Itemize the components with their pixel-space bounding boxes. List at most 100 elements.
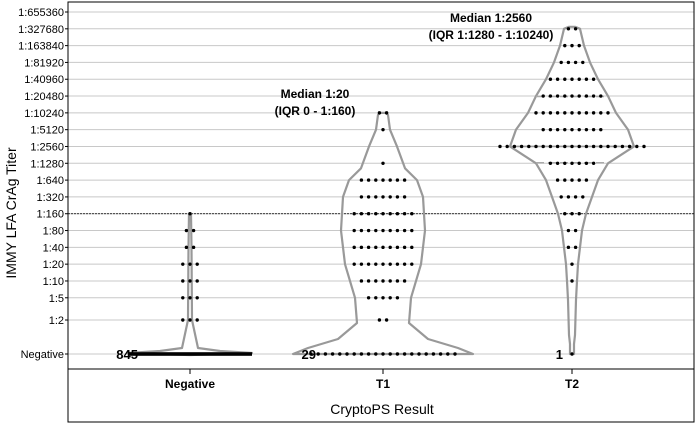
data-point <box>402 195 407 199</box>
y-tick-label: 1:320 <box>36 192 64 204</box>
data-point <box>309 352 313 356</box>
data-point <box>374 212 378 216</box>
data-point <box>195 318 199 322</box>
data-point <box>566 60 571 65</box>
data-point <box>388 228 392 233</box>
data-point <box>188 279 192 283</box>
data-point <box>591 144 596 149</box>
y-tick-label: 1:10 <box>43 276 64 288</box>
data-point <box>570 127 574 132</box>
y-tick-label: 1:10240 <box>24 108 64 120</box>
data-point <box>188 296 192 300</box>
data-point <box>402 352 407 356</box>
data-point <box>431 352 436 356</box>
data-point <box>591 161 596 165</box>
data-point <box>559 195 563 199</box>
data-point <box>563 43 567 48</box>
data-point <box>195 279 199 283</box>
data-point <box>374 178 378 182</box>
data-point <box>345 352 349 356</box>
data-point <box>359 262 364 266</box>
data-point <box>566 245 571 250</box>
data-point <box>584 161 589 165</box>
data-point <box>541 127 545 132</box>
data-point <box>374 279 378 283</box>
data-point <box>570 77 574 81</box>
data-point <box>381 195 385 199</box>
y-tick-labels: Negative 1:2 1:5 1:10 1:20 1:40 1:80 1:160 1:320… <box>18 7 64 361</box>
data-point <box>359 352 364 356</box>
data-point <box>402 212 407 216</box>
data-point <box>498 144 502 149</box>
data-point <box>599 127 603 132</box>
data-point <box>581 195 585 199</box>
data-point <box>188 262 192 266</box>
data-point <box>606 144 610 149</box>
data-point <box>366 212 371 216</box>
y-tick-label: 1:327680 <box>18 24 64 36</box>
data-point <box>381 296 385 300</box>
data-point <box>548 94 553 98</box>
data-point <box>577 127 581 132</box>
data-point <box>381 178 385 182</box>
median-annotation: (IQR 1:1280 - 1:10240) <box>429 28 554 42</box>
data-point <box>366 296 371 300</box>
data-point <box>584 111 589 115</box>
data-point <box>563 144 567 149</box>
data-point <box>402 178 407 182</box>
data-point <box>573 245 578 250</box>
data-point <box>573 60 578 65</box>
data-point <box>366 245 371 250</box>
data-point <box>417 352 421 356</box>
data-point <box>566 228 571 233</box>
data-point <box>563 161 567 165</box>
data-point <box>359 195 364 199</box>
data-point <box>591 127 596 132</box>
data-point <box>366 178 371 182</box>
data-point <box>374 296 378 300</box>
data-point <box>555 178 560 182</box>
data-point <box>577 212 581 216</box>
x-tick-label: T2 <box>565 377 579 391</box>
data-point <box>570 212 574 216</box>
data-point <box>352 212 356 216</box>
x-tick-label: Negative <box>165 377 215 391</box>
data-point <box>613 144 617 149</box>
data-point <box>352 352 356 356</box>
data-point <box>527 144 531 149</box>
data-point <box>446 352 450 356</box>
data-point <box>388 245 392 250</box>
data-point <box>381 161 385 165</box>
data-point <box>555 77 560 81</box>
data-point <box>555 94 560 98</box>
data-point <box>359 245 364 250</box>
data-point <box>384 318 389 322</box>
data-point <box>563 212 567 216</box>
data-point <box>584 94 589 98</box>
data-point <box>184 245 189 250</box>
data-point <box>181 279 185 283</box>
data-point <box>591 111 596 115</box>
data-point <box>381 245 385 250</box>
y-tick-label: 1:1280 <box>30 158 64 170</box>
data-point <box>374 262 378 266</box>
data-point <box>352 228 356 233</box>
data-point <box>184 228 189 233</box>
y-tick-label: 1:163840 <box>18 41 64 53</box>
data-point <box>548 127 553 132</box>
data-point <box>366 262 371 266</box>
data-point <box>366 228 371 233</box>
data-point <box>548 161 553 165</box>
data-point <box>191 245 196 250</box>
data-point <box>573 228 578 233</box>
data-point <box>374 245 378 250</box>
data-point <box>620 144 625 149</box>
data-point <box>381 212 385 216</box>
data-point <box>410 245 414 250</box>
y-tick-label: 1:5 <box>49 293 64 305</box>
chart-frame <box>65 1 695 423</box>
x-axis-title: CryptoPS Result <box>330 401 434 417</box>
data-point <box>377 318 382 322</box>
